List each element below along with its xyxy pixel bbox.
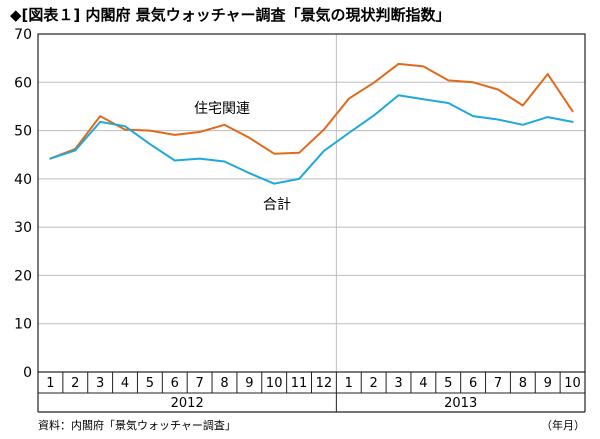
series-line-housing [49, 62, 574, 160]
month-label: 7 [195, 376, 203, 391]
y-tick-label: 10 [14, 317, 32, 333]
month-label: 10 [564, 376, 581, 391]
year-label: 2013 [444, 396, 477, 411]
plot-border [37, 33, 586, 373]
month-label: 5 [444, 376, 452, 391]
month-label: 3 [394, 376, 402, 391]
y-tick-label: 50 [14, 124, 32, 140]
month-label: 8 [519, 376, 527, 391]
y-tick-label: 30 [14, 220, 32, 236]
plot-frame [37, 33, 586, 373]
unit-note: （年月） [541, 418, 585, 432]
year-label: 2012 [171, 396, 204, 411]
month-label: 3 [96, 376, 104, 391]
month-label: 12 [316, 376, 333, 391]
month-label: 2 [370, 376, 378, 391]
chart-title: ◆[図表１] 内閣府 景気ウォッチャー調査「景気の現状判断指数」 [10, 6, 451, 24]
month-label: 4 [419, 376, 427, 391]
month-label: 8 [220, 376, 228, 391]
month-label: 4 [121, 376, 129, 391]
month-label: 7 [494, 376, 502, 391]
series-lines [49, 62, 574, 185]
grid-lines [38, 34, 585, 372]
month-label: 5 [146, 376, 154, 391]
source-note: 資料：内閣府「景気ウォッチャー調査」 [38, 418, 236, 432]
month-label: 1 [345, 376, 353, 391]
y-tick-label: 0 [23, 365, 32, 381]
series-label-housing: 住宅関連 [194, 101, 250, 117]
month-label: 2 [71, 376, 79, 391]
y-axis: 0 10 20 30 40 50 60 70 [14, 27, 32, 381]
y-tick-label: 70 [14, 27, 32, 43]
series-label-total: 合計 [263, 197, 291, 213]
month-label: 9 [544, 376, 552, 391]
month-label: 1 [46, 376, 54, 391]
month-label: 9 [245, 376, 253, 391]
y-tick-label: 20 [14, 268, 32, 284]
month-label: 10 [266, 376, 283, 391]
series-line-total [49, 94, 574, 185]
month-label: 6 [171, 376, 179, 391]
month-label: 11 [291, 376, 308, 391]
y-tick-label: 40 [14, 172, 32, 188]
month-label: 6 [469, 376, 477, 391]
y-tick-label: 60 [14, 75, 32, 91]
